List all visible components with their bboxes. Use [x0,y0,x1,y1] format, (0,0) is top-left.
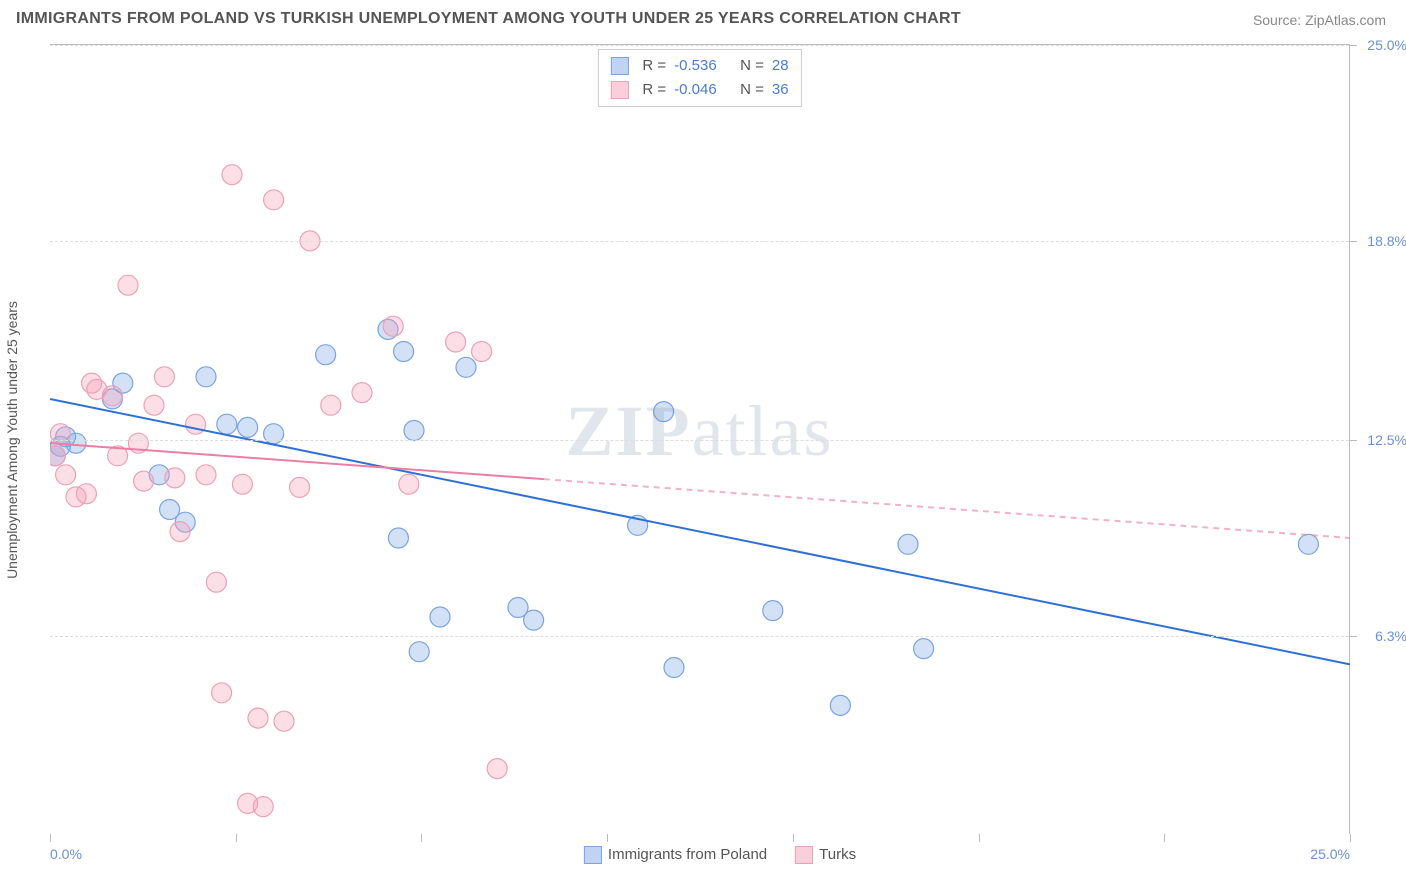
data-point [50,446,65,466]
data-point [217,414,237,434]
data-point [248,708,268,728]
y-tick-label: 6.3% [1375,628,1406,644]
chart-title: IMMIGRANTS FROM POLAND VS TURKISH UNEMPL… [16,10,961,28]
data-point [196,367,216,387]
data-point [404,421,424,441]
data-point [134,471,154,491]
r-label: R = [642,54,666,78]
n-label: N = [740,54,764,78]
legend-label: Immigrants from Poland [608,846,767,863]
n-value: 28 [772,54,789,78]
y-tick-label: 12.5% [1367,432,1406,448]
data-point [253,797,273,817]
y-axis-label: Unemployment Among Youth under 25 years [4,301,20,579]
y-tick-label: 25.0% [1367,37,1406,53]
source-link[interactable]: ZipAtlas.com [1305,12,1386,28]
trend-line [50,399,1350,664]
y-tick [1349,241,1357,242]
data-point [446,332,466,352]
data-point [524,610,544,630]
x-tick [979,834,980,842]
legend-swatch [610,57,628,75]
plot-area: Unemployment Among Youth under 25 years … [50,44,1350,834]
data-point [409,642,429,662]
data-point [206,572,226,592]
data-point [352,383,372,403]
r-value: -0.046 [674,78,732,102]
data-point [144,395,164,415]
data-point [1298,534,1318,554]
legend-swatch [795,846,813,864]
data-point [399,474,419,494]
data-point [238,417,258,437]
gridline [50,636,1349,637]
y-tick [1349,45,1357,46]
data-point [321,395,341,415]
x-axis-max-label: 25.0% [1310,846,1350,862]
x-tick [607,834,608,842]
corr-legend-row: R = -0.536 N = 28 [610,54,788,78]
legend-swatch [610,81,628,99]
data-point [383,316,403,336]
data-point [487,759,507,779]
data-point [222,165,242,185]
data-point [654,402,674,422]
source-attribution: Source: ZipAtlas.com [1253,12,1386,28]
y-tick [1349,636,1357,637]
data-point [232,474,252,494]
correlation-legend: R = -0.536 N = 28 R = -0.046 N = 36 [597,49,801,107]
n-label: N = [740,78,764,102]
r-value: -0.536 [674,54,732,78]
trend-line-extrapolated [544,479,1350,538]
series-legend: Immigrants from Poland Turks [584,846,856,864]
data-point [170,522,190,542]
data-point [830,695,850,715]
gridline [50,241,1349,242]
data-point [763,601,783,621]
x-tick [1164,834,1165,842]
legend-item: Turks [795,846,856,864]
data-point [394,342,414,362]
data-point [76,484,96,504]
data-point [264,190,284,210]
data-point [186,414,206,434]
chart-container: Unemployment Among Youth under 25 years … [50,44,1390,834]
data-point [154,367,174,387]
data-point [274,711,294,731]
x-tick [1350,834,1351,842]
corr-legend-row: R = -0.046 N = 36 [610,78,788,102]
data-point [456,357,476,377]
data-point [388,528,408,548]
x-tick [793,834,794,842]
data-point [196,465,216,485]
x-tick [50,834,51,842]
legend-item: Immigrants from Poland [584,846,767,864]
data-point [664,658,684,678]
data-point [430,607,450,627]
data-point [118,275,138,295]
data-point [914,639,934,659]
x-tick [236,834,237,842]
gridline [50,440,1349,441]
x-tick [421,834,422,842]
y-tick [1349,440,1357,441]
data-point [898,534,918,554]
r-label: R = [642,78,666,102]
data-point [102,386,122,406]
source-prefix: Source: [1253,12,1305,28]
data-point [165,468,185,488]
legend-label: Turks [819,846,856,863]
gridline [50,45,1349,46]
data-point [316,345,336,365]
legend-swatch [584,846,602,864]
data-point [472,342,492,362]
n-value: 36 [772,78,789,102]
data-point [212,683,232,703]
data-point [290,477,310,497]
y-tick-label: 18.8% [1367,233,1406,249]
x-axis-min-label: 0.0% [50,846,82,862]
data-point [56,465,76,485]
